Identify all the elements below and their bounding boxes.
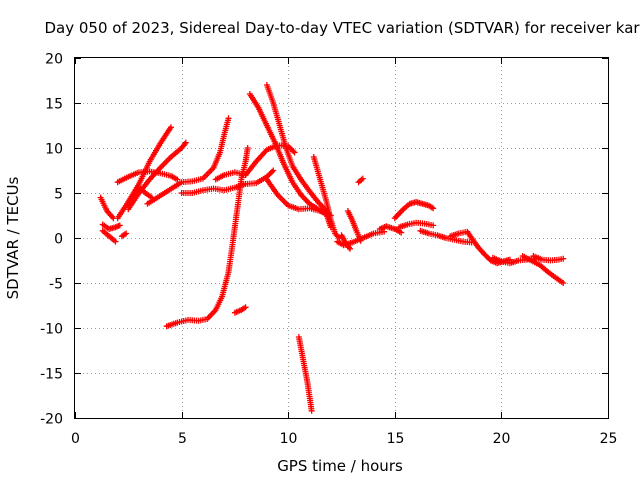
series-arc-23: [355, 175, 366, 186]
data-point: [116, 222, 123, 229]
series-arc-09: [144, 115, 232, 207]
data-point: [182, 139, 189, 146]
data-point: [225, 115, 232, 122]
data-point: [359, 175, 366, 182]
data-point: [244, 145, 251, 151]
series-arc-13: [231, 304, 249, 316]
data-point: [270, 167, 277, 174]
data-point: [430, 205, 437, 212]
series-arc-03: [99, 227, 119, 245]
series-arc-25: [391, 199, 437, 222]
y-tick-label: 5: [54, 187, 63, 203]
y-axis-title: SDTVAR / TECUs: [4, 176, 22, 299]
x-tick-label: 20: [493, 431, 511, 447]
x-tick-label: 15: [387, 431, 405, 447]
data-point: [357, 237, 364, 244]
axis-ticks: [75, 58, 609, 419]
series-arc-17: [263, 176, 334, 219]
plot-frame: [74, 57, 609, 419]
x-tick-labels: 0 5 10 15 20 25: [71, 431, 617, 447]
series-arc-07: [114, 168, 181, 186]
series-arc-27: [417, 227, 475, 246]
y-tick-label: -5: [49, 277, 63, 293]
data-point: [242, 304, 249, 311]
data-point: [123, 230, 130, 237]
x-tick-label: 0: [71, 431, 80, 447]
chart-title: Day 050 of 2023, Sidereal Day-to-day VTE…: [45, 19, 640, 37]
data-point: [291, 149, 298, 156]
x-tick-label: 10: [280, 431, 298, 447]
data-point: [430, 222, 437, 229]
y-tick-label: 15: [45, 97, 63, 113]
series-arc-19: [295, 334, 315, 414]
data-point: [290, 148, 297, 155]
series-arc-06: [125, 139, 189, 213]
series-arc-16: [242, 142, 298, 178]
grid: [75, 58, 608, 418]
y-tick-label: -10: [40, 322, 63, 338]
y-tick-label: 10: [45, 142, 63, 158]
series-arc-18: [310, 154, 343, 241]
series-arc-02: [99, 221, 123, 232]
series-arc-08: [125, 184, 155, 205]
x-axis-title: GPS time / hours: [277, 457, 403, 475]
series-arc-04: [118, 230, 130, 240]
series-arc-12: [163, 145, 251, 330]
data-point: [308, 407, 315, 414]
series-arc-31: [530, 253, 567, 264]
series-arc-30: [519, 253, 567, 286]
data-point: [112, 238, 119, 245]
series-arc-21: [344, 208, 364, 244]
series-arc-28: [447, 228, 513, 267]
y-tick-labels: -20 -15 -10 -5 0 5 10 15 20: [40, 52, 63, 428]
data-point: [268, 168, 275, 175]
data-points: [97, 82, 567, 414]
data-point: [181, 140, 188, 147]
data-point: [174, 176, 181, 183]
series-arc-26: [396, 219, 437, 231]
y-tick-label: 20: [45, 52, 63, 68]
data-point: [398, 229, 405, 236]
y-tick-label: -20: [40, 412, 63, 428]
data-point: [560, 280, 567, 286]
series-arc-22: [338, 232, 354, 252]
y-tick-label: -15: [40, 367, 63, 383]
x-tick-label: 25: [600, 431, 618, 447]
series-arc-24: [376, 223, 405, 236]
data-point: [167, 124, 174, 131]
data-point: [347, 245, 354, 252]
series-arc-01: [97, 194, 117, 222]
data-point: [560, 255, 567, 262]
y-tick-label: 0: [54, 232, 63, 248]
x-tick-label: 5: [178, 431, 187, 447]
